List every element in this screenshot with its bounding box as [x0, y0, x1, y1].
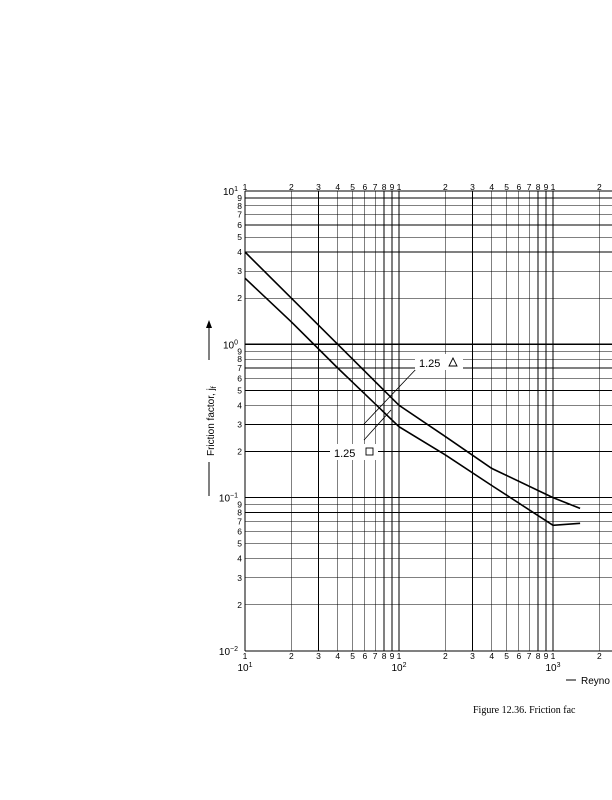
cycle-label-left: 9 [237, 500, 242, 510]
y-tick-label: 101 [223, 186, 238, 198]
cycle-label-left: 3 [237, 419, 242, 429]
y-axis-title: Friction factor, j [206, 388, 217, 456]
series-line-square [244, 277, 581, 527]
series-label-triangle: 1.25 [419, 358, 440, 370]
cycle-label-left: 7 [237, 210, 242, 220]
cycle-label-top: 8 [382, 182, 387, 192]
x-tick-label: 103 [545, 662, 560, 674]
cycle-label-top: 4 [489, 182, 494, 192]
cycle-label-bottom: 5 [504, 651, 509, 661]
chart-grid [244, 190, 612, 652]
cycle-label-bottom: 4 [335, 651, 340, 661]
cycle-label-top: 6 [362, 182, 367, 192]
cycle-label-left: 9 [237, 346, 242, 356]
triangle-marker-icon [448, 356, 458, 367]
cycle-label-bottom: 2 [597, 651, 602, 661]
cycle-label-left: 2 [237, 293, 242, 303]
leader-triangle [363, 366, 419, 425]
chart-series [244, 251, 581, 527]
cycle-label-left: 4 [237, 247, 242, 257]
cycle-label-top: 3 [316, 182, 321, 192]
cycle-label-left: 2 [237, 600, 242, 610]
cycle-label-top: 9 [390, 182, 395, 192]
svg-text:Friction factor, jf: Friction factor, jf [206, 386, 218, 456]
x-tick-label: 101 [237, 662, 252, 674]
cycle-label-top: 5 [504, 182, 509, 192]
cycle-label-left: 4 [237, 554, 242, 564]
cycle-label-left: 6 [237, 220, 242, 230]
cycle-label-top: 1 [243, 182, 248, 192]
cycle-label-bottom: 6 [516, 651, 521, 661]
cycle-label-top: 7 [373, 182, 378, 192]
cycle-label-left: 5 [237, 385, 242, 395]
leader-square [363, 409, 392, 441]
square-marker-icon [365, 447, 374, 456]
cycle-label-bottom: 8 [536, 651, 541, 661]
cycle-label-top: 7 [527, 182, 532, 192]
cycle-label-bottom: 9 [390, 651, 395, 661]
cycle-label-bottom: 6 [362, 651, 367, 661]
cycle-label-left: 4 [237, 400, 242, 410]
cycle-label-top: 9 [544, 182, 549, 192]
cycle-label-top: 2 [289, 182, 294, 192]
cycle-label-left: 7 [237, 516, 242, 526]
cycle-label-bottom: 1 [397, 651, 402, 661]
y-axis-label: Friction factor, jf [206, 320, 218, 496]
cycle-label-bottom: 8 [382, 651, 387, 661]
cycle-label-bottom: 1 [551, 651, 556, 661]
cycle-label-left: 9 [237, 193, 242, 203]
y-axis-tick-labels: 101 100 10−1 10−2 [219, 186, 238, 658]
y-tick-label: 10−2 [219, 646, 238, 658]
cycle-label-bottom: 3 [316, 651, 321, 661]
cycle-label-bottom: 3 [470, 651, 475, 661]
cycle-label-top: 5 [350, 182, 355, 192]
cycle-label-left: 6 [237, 373, 242, 383]
cycle-label-left: 7 [237, 363, 242, 373]
cycle-label-top: 1 [551, 182, 556, 192]
x-axis-label: Reyno [566, 676, 610, 687]
cycle-label-top: 2 [597, 182, 602, 192]
cycle-tick-labels: 1122334455667788991122334455667788991122… [237, 182, 602, 661]
cycle-label-top: 6 [516, 182, 521, 192]
series-label-square: 1.25 [334, 448, 355, 460]
series-line-triangle [244, 251, 581, 510]
cycle-label-bottom: 9 [544, 651, 549, 661]
cycle-label-left: 8 [237, 507, 242, 517]
x-axis-tick-labels: 101 102 103 [237, 662, 560, 674]
cycle-label-left: 8 [237, 201, 242, 211]
cycle-label-bottom: 7 [373, 651, 378, 661]
label-square-series: 1.25 [330, 409, 392, 460]
cycle-label-bottom: 2 [289, 651, 294, 661]
y-tick-label: 10−1 [219, 493, 238, 505]
cycle-label-top: 4 [335, 182, 340, 192]
cycle-label-left: 6 [237, 527, 242, 537]
cycle-label-left: 2 [237, 446, 242, 456]
cycle-label-left: 3 [237, 266, 242, 276]
label-triangle-series: 1.25 [363, 354, 463, 425]
cycle-label-top: 1 [397, 182, 402, 192]
cycle-label-bottom: 4 [489, 651, 494, 661]
cycle-label-bottom: 2 [443, 651, 448, 661]
cycle-label-bottom: 1 [243, 651, 248, 661]
cycle-label-top: 8 [536, 182, 541, 192]
x-tick-label: 102 [391, 662, 406, 674]
figure-caption: Figure 12.36. Friction fac [473, 705, 576, 716]
x-axis-title: Reyno [581, 676, 610, 687]
y-axis-title-subscript: f [211, 386, 218, 388]
cycle-label-top: 2 [443, 182, 448, 192]
cycle-label-top: 3 [470, 182, 475, 192]
cycle-label-bottom: 5 [350, 651, 355, 661]
cycle-label-left: 5 [237, 539, 242, 549]
cycle-label-left: 8 [237, 354, 242, 364]
y-tick-label: 100 [223, 339, 238, 351]
cycle-label-left: 5 [237, 232, 242, 242]
cycle-label-left: 3 [237, 573, 242, 583]
cycle-label-bottom: 7 [527, 651, 532, 661]
